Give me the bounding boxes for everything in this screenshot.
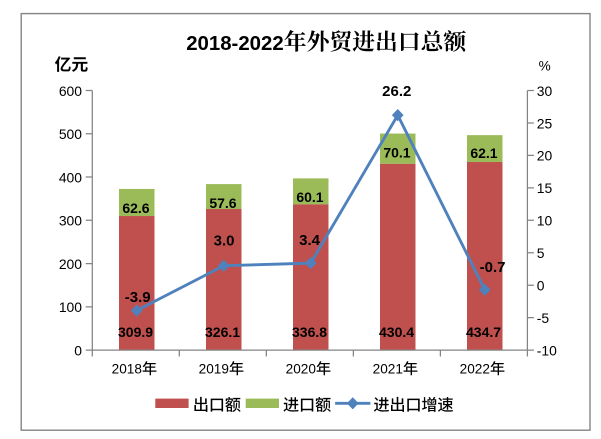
svg-text:3.0: 3.0 [214, 233, 235, 250]
svg-text:2019: 2019 [199, 362, 229, 377]
svg-text:2020: 2020 [286, 362, 317, 377]
svg-text:2018: 2018 [112, 362, 142, 377]
svg-text:5: 5 [537, 245, 545, 261]
svg-text:600: 600 [59, 83, 82, 99]
svg-text:400: 400 [59, 169, 82, 185]
svg-text:309.9: 309.9 [118, 324, 153, 340]
svg-text:434.7: 434.7 [466, 324, 501, 340]
svg-text:-0.7: -0.7 [480, 259, 506, 276]
svg-text:300: 300 [59, 213, 82, 229]
svg-text:2021: 2021 [373, 362, 403, 377]
svg-text:2018-2022: 2018-2022 [186, 33, 284, 55]
svg-text:0: 0 [74, 342, 82, 358]
svg-text:%: % [539, 58, 551, 73]
svg-text:2022: 2022 [460, 362, 490, 377]
svg-text:100: 100 [59, 299, 82, 315]
svg-text:25: 25 [537, 115, 553, 131]
svg-text:326.1: 326.1 [205, 324, 240, 340]
svg-text:20: 20 [537, 148, 553, 164]
svg-text:0: 0 [537, 278, 545, 294]
svg-text:70.1: 70.1 [383, 144, 410, 160]
svg-text:336.8: 336.8 [292, 324, 327, 340]
svg-text:10: 10 [537, 213, 553, 229]
svg-text:500: 500 [59, 126, 82, 142]
svg-text:-10: -10 [537, 342, 557, 358]
svg-text:200: 200 [59, 256, 82, 272]
svg-text:62.1: 62.1 [470, 145, 497, 161]
svg-text:-5: -5 [537, 310, 550, 326]
svg-text:30: 30 [537, 83, 553, 99]
svg-text:15: 15 [537, 180, 553, 196]
svg-text:-3.9: -3.9 [125, 289, 151, 306]
svg-text:430.4: 430.4 [379, 324, 414, 340]
svg-text:3.4: 3.4 [299, 232, 321, 249]
svg-text:57.6: 57.6 [209, 195, 236, 211]
svg-text:60.1: 60.1 [296, 189, 323, 205]
svg-text:62.6: 62.6 [122, 200, 149, 216]
svg-text:26.2: 26.2 [382, 83, 411, 100]
